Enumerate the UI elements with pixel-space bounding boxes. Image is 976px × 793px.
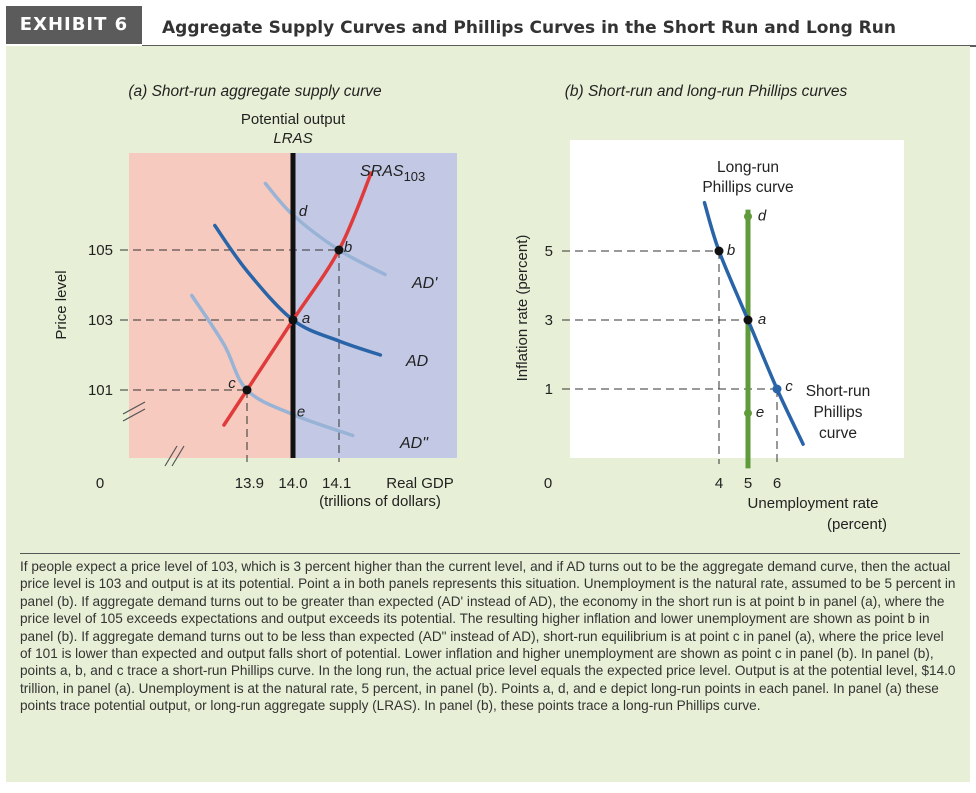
series-label-a: SRAS103 xyxy=(360,163,425,184)
x-tick-label-b: 4 xyxy=(715,475,723,492)
panel-b: (b) Short-run and long-run Phillips curv… xyxy=(514,83,904,533)
panel-b-guides xyxy=(562,250,778,464)
figure-caption: If people expect a price level of 103, w… xyxy=(20,559,956,714)
y-tick-label-b: 3 xyxy=(545,312,553,329)
series-label-a: AD' xyxy=(411,275,438,292)
y-tick-label-b: 1 xyxy=(545,381,553,398)
point-label-e-b: e xyxy=(756,404,764,421)
x-tick-label-b: 6 xyxy=(773,475,781,492)
y-tick-label-a: 101 xyxy=(88,382,113,399)
series-label-a: AD xyxy=(405,353,429,370)
exhibit-title: Aggregate Supply Curves and Phillips Cur… xyxy=(162,18,896,38)
point-label-d-a: d xyxy=(299,203,308,220)
point-a-b xyxy=(743,315,753,325)
long-run-phillips-label: Long-run Phillips curve xyxy=(702,159,793,196)
point-label-d-b: d xyxy=(758,208,767,225)
point-label-b-b: b xyxy=(727,242,735,259)
caption-divider xyxy=(20,553,960,554)
panel-a-shade-right xyxy=(293,153,457,458)
panel-b-title: (b) Short-run and long-run Phillips curv… xyxy=(565,83,848,100)
panel-b-points: a b c d e xyxy=(714,208,793,421)
point-c-b xyxy=(772,384,782,394)
point-a-a xyxy=(288,315,298,325)
y-axis-label-a: Price level xyxy=(53,270,70,339)
point-b-b xyxy=(714,246,724,256)
exhibit-badge: EXHIBIT 6 xyxy=(6,6,142,44)
lras-label-top: Potential output xyxy=(241,111,346,128)
x-tick-label-a: 14.1 xyxy=(322,475,351,492)
point-label-c-a: c xyxy=(228,375,236,392)
x-axis-label-b-2: (percent) xyxy=(827,516,887,533)
panel-a-ticks: 13.9 14.0 14.1 105 103 101 xyxy=(88,242,351,492)
lras-label: LRAS xyxy=(273,130,312,147)
point-e-b xyxy=(744,409,752,418)
x-axis-label-a-1: Real GDP xyxy=(386,475,454,492)
point-d-b xyxy=(744,212,752,221)
point-c-a xyxy=(242,385,252,395)
short-run-phillips-label: Short-run Phillips curve xyxy=(806,383,871,442)
point-label-a-a: a xyxy=(302,310,310,327)
panel-a-title: (a) Short-run aggregate supply curve xyxy=(128,83,382,100)
x-tick-label-a: 13.9 xyxy=(235,475,264,492)
series-label-a: AD" xyxy=(399,435,429,452)
point-b-a xyxy=(334,245,344,255)
x-tick-label-a: 14.0 xyxy=(278,475,307,492)
point-label-c-b: c xyxy=(785,378,793,395)
y-axis-label-b: Inflation rate (percent) xyxy=(514,235,531,382)
y-tick-label-b: 5 xyxy=(545,243,553,260)
y-tick-label-a: 103 xyxy=(88,312,113,329)
origin-label-b: 0 xyxy=(544,475,552,492)
x-axis-label-b-1: Unemployment rate xyxy=(748,495,879,512)
panel-a-shade-left xyxy=(129,153,293,458)
panel-a-points: a b c d e xyxy=(228,203,352,421)
panel-b-plot-area xyxy=(570,140,904,458)
point-label-a-b: a xyxy=(758,311,766,328)
point-label-b-a: b xyxy=(344,239,352,256)
x-axis-break-a xyxy=(164,445,185,467)
point-label-e-a: e xyxy=(297,404,305,421)
y-axis-break-a xyxy=(122,401,146,422)
y-tick-label-a: 105 xyxy=(88,242,113,259)
x-tick-label-b: 5 xyxy=(744,475,752,492)
ad-prime-curve xyxy=(263,181,387,277)
origin-label-a: 0 xyxy=(96,475,104,492)
x-axis-label-a-2: (trillions of dollars) xyxy=(319,493,441,510)
panel-a: (a) Short-run aggregate supply curve Pot… xyxy=(53,83,457,510)
panel-b-series: Long-run Phillips curve Short-run Phillips c… xyxy=(702,159,871,469)
panel-b-ticks: 4 5 6 5 3 1 xyxy=(545,243,782,492)
